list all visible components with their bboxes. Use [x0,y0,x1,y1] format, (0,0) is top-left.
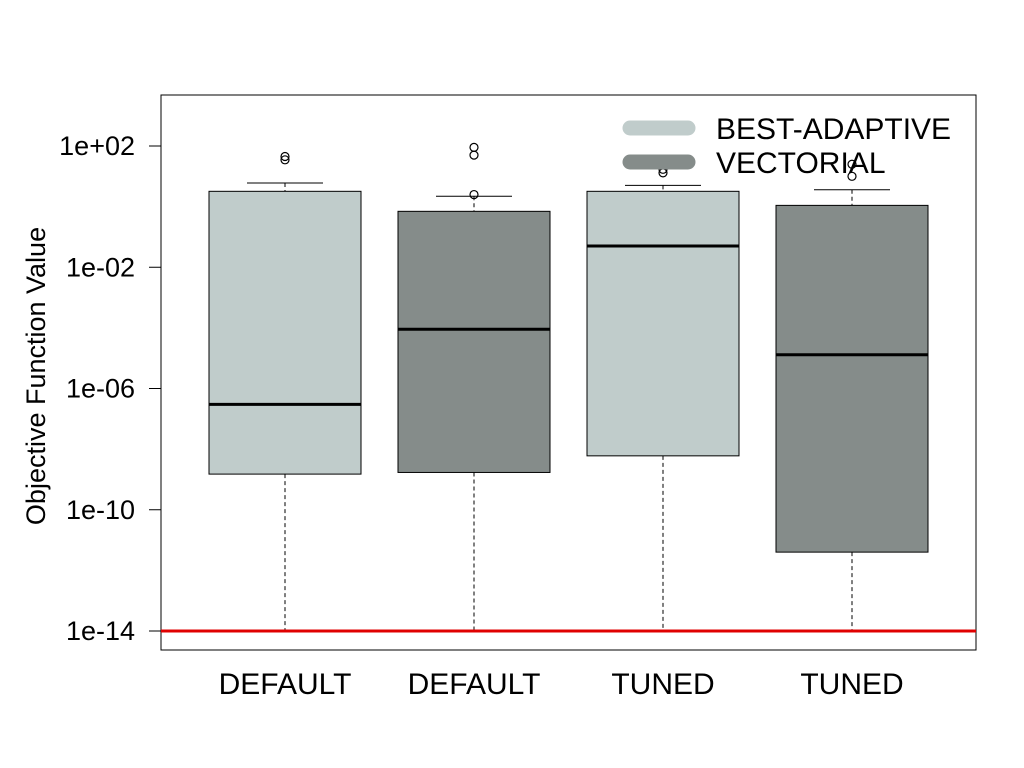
box-vectorial [775,204,929,553]
y-tick-label: 1e-14 [66,616,135,646]
outlier-point [847,171,857,181]
x-category-label: TUNED [611,668,714,701]
plot-frame [160,94,977,651]
x-category-label: DEFAULT [219,668,352,701]
y-tick-label: 1e+02 [59,131,135,161]
legend-label: VECTORIAL [716,147,886,180]
legend-label: BEST-ADAPTIVE [716,113,951,146]
y-axis-label: Objective Function Value [21,227,51,525]
y-tick-label: 1e-02 [66,252,135,282]
outlier-point [280,151,290,162]
outlier-point [469,189,479,200]
y-tick-label: 1e-10 [66,495,135,525]
box-vectorial [397,210,551,473]
y-tick-label: 1e-06 [66,374,135,404]
x-category-label: DEFAULT [408,668,541,701]
x-category-label: TUNED [800,668,903,701]
box-best-adaptive [586,190,740,457]
outlier-point [469,142,479,152]
box-best-adaptive [208,190,362,475]
outlier-point [847,159,857,169]
outlier-point [280,155,290,165]
